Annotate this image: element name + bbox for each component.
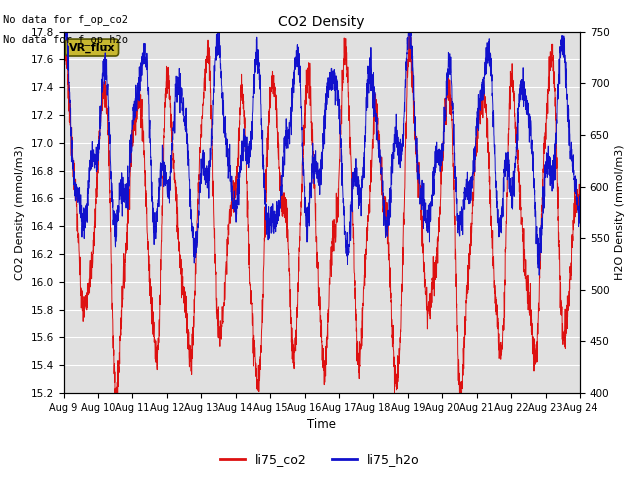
Title: CO2 Density: CO2 Density	[278, 15, 365, 29]
X-axis label: Time: Time	[307, 419, 336, 432]
Text: VR_flux: VR_flux	[68, 42, 115, 53]
Y-axis label: CO2 Density (mmol/m3): CO2 Density (mmol/m3)	[15, 145, 25, 280]
Text: No data for f_op_h2o: No data for f_op_h2o	[3, 34, 128, 45]
Y-axis label: H2O Density (mmol/m3): H2O Density (mmol/m3)	[615, 144, 625, 280]
Text: No data for f_op_co2: No data for f_op_co2	[3, 14, 128, 25]
Legend: li75_co2, li75_h2o: li75_co2, li75_h2o	[215, 448, 425, 471]
